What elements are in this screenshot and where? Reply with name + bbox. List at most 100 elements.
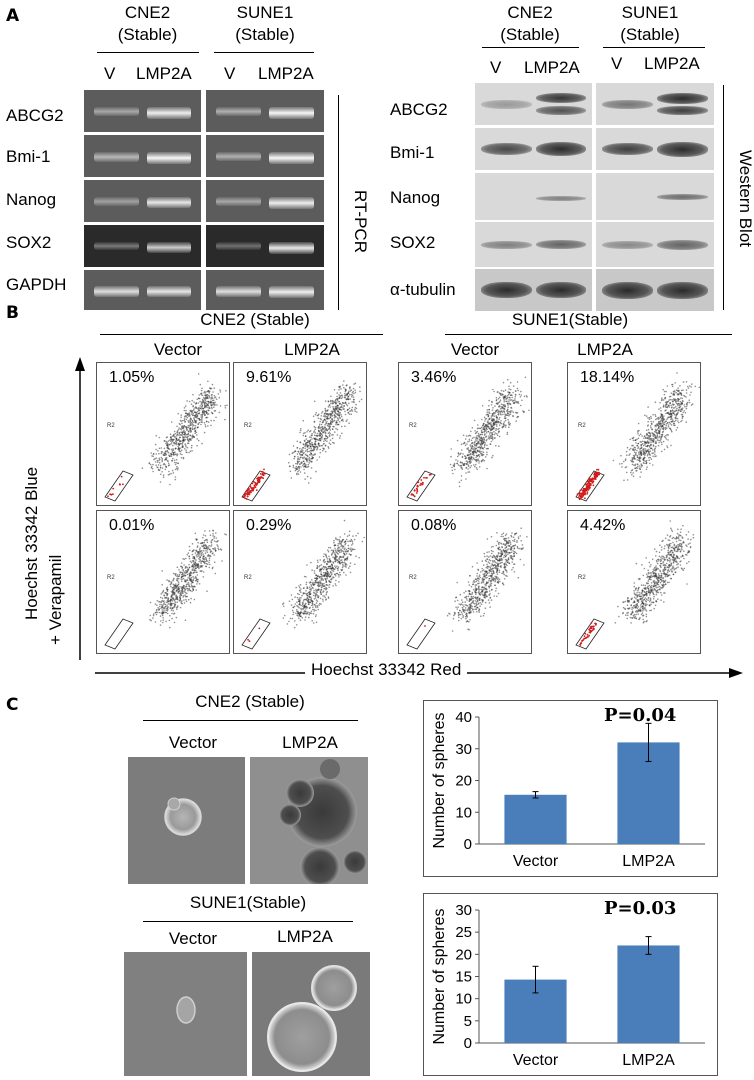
- wb-lane-4: LMP2A: [644, 54, 700, 73]
- wb-lane-3: V: [611, 54, 623, 73]
- rtpcr-gene-gapdh: GAPDH: [6, 275, 67, 294]
- wb-protein-sox2: SOX2: [390, 233, 436, 252]
- y-tick-label: 5: [464, 1013, 472, 1030]
- rtpcr-group-cne2-sub: (Stable): [117, 25, 178, 44]
- wb-blot-abcg2-sune1: [596, 83, 714, 125]
- gel-band: [146, 286, 191, 298]
- rtpcr-lane-1: V: [104, 64, 116, 83]
- flow-percent: 3.46%: [411, 369, 457, 386]
- wb-method-label: Western Blot: [736, 150, 754, 248]
- wb-band: [535, 142, 586, 156]
- wb-group-cne2-sub: (Stable): [500, 25, 560, 44]
- rtpcr-gene-abcg2: ABCG2: [6, 106, 64, 125]
- rtpcr-gel-sox2-cne2: [84, 225, 201, 267]
- flow-col-3: Vector: [450, 340, 500, 359]
- y-tick-label: 0: [464, 1035, 472, 1052]
- flow-plot-r1-c2: 9.61% R2: [233, 362, 367, 506]
- wb-protein-bmi1: Bmi-1: [390, 143, 435, 162]
- gel-band: [269, 286, 314, 298]
- rtpcr-cne2-underline: [97, 52, 199, 53]
- rtpcr-gene-bmi1: Bmi-1: [6, 147, 51, 166]
- wb-band: [535, 282, 586, 298]
- wb-protein-abcg2: ABCG2: [390, 100, 448, 119]
- y-tick-label: 20: [455, 773, 472, 790]
- sphere-image-sune1-vector: [124, 952, 247, 1076]
- sphere-group-cne2: CNE2 (Stable): [195, 692, 305, 711]
- flow-percent: 0.29%: [246, 517, 292, 534]
- wb-bracket-line: [723, 85, 724, 310]
- gel-band: [216, 107, 261, 117]
- bar-chart-sune1: 0 5 10 15 20 25 30 Number of spheres Vector LMP2A…: [423, 893, 718, 1076]
- wb-blot-bmi1-sune1: [596, 128, 714, 170]
- panel-a-letter: A: [6, 6, 20, 26]
- wb-band: [657, 105, 708, 115]
- flow-y-axis-arrow: [75, 357, 85, 660]
- rtpcr-gel-bmi1-sune1: [206, 135, 324, 177]
- flow-gate-label: R2: [107, 575, 115, 581]
- rtpcr-gene-nanog: Nanog: [6, 190, 57, 209]
- wb-band: [481, 99, 532, 109]
- rtpcr-gel-gapdh-cne2: [84, 270, 201, 310]
- flow-col-1: Vector: [153, 340, 203, 359]
- wb-band: [535, 196, 586, 201]
- gel-band: [216, 242, 261, 251]
- chart-cne2-pvalue: P=0.04: [604, 705, 677, 726]
- y-tick-label: 30: [455, 741, 472, 758]
- sphere-group-sune1: SUNE1(Stable): [189, 893, 307, 912]
- wb-group-cne2: CNE2: [507, 3, 553, 22]
- gel-band: [269, 242, 314, 254]
- y-tick-label: 10: [455, 804, 472, 821]
- rtpcr-gel-nanog-cne2: [84, 180, 201, 222]
- x-tick-label: LMP2A: [622, 1052, 675, 1069]
- flow-gate-label: R2: [244, 423, 252, 429]
- x-tick-label: LMP2A: [622, 853, 675, 870]
- y-tick-label: 20: [455, 946, 472, 963]
- wb-cne2-underline: [482, 47, 579, 48]
- bar-vector: [504, 794, 567, 844]
- flow-plot-r1-c3: 3.46% R2: [398, 362, 532, 506]
- gel-band: [94, 197, 139, 206]
- flow-plot-r1-c4: 18.14% R2: [567, 362, 701, 506]
- x-tick-label: Vector: [513, 853, 559, 870]
- sphere-image-cne2-lmp2a: [250, 757, 368, 884]
- rtpcr-gene-sox2: SOX2: [6, 233, 52, 252]
- rtpcr-group-sune1-sub: (Stable): [235, 25, 295, 44]
- y-tick-label: 40: [455, 709, 472, 726]
- sphere-cne2-col-lmp2a: LMP2A: [282, 733, 338, 752]
- wb-protein-nanog: Nanog: [390, 188, 441, 207]
- flow-percent: 9.61%: [246, 369, 292, 386]
- wb-band: [602, 99, 653, 109]
- rtpcr-gel-abcg2-cne2: [84, 90, 201, 132]
- rtpcr-gel-bmi1-cne2: [84, 135, 201, 177]
- flow-plot-r2-c4: 4.42% R2: [567, 510, 701, 654]
- flow-col-2: LMP2A: [284, 340, 340, 359]
- gel-band: [216, 152, 261, 162]
- rtpcr-group-sune1: SUNE1: [236, 3, 294, 22]
- wb-band: [657, 141, 708, 157]
- wb-band: [481, 143, 532, 155]
- gel-band: [94, 152, 139, 162]
- sphere-sune1-underline: [143, 921, 353, 922]
- wb-lane-1: V: [490, 58, 502, 77]
- rtpcr-sune1-underline: [214, 52, 314, 53]
- flow-gate-label: R2: [578, 575, 586, 581]
- sphere-cne2-col-vector: Vector: [168, 733, 218, 752]
- wb-band: [657, 239, 708, 250]
- wb-band: [481, 240, 532, 249]
- wb-band: [657, 193, 708, 200]
- rtpcr-lane-2: LMP2A: [136, 64, 192, 83]
- gel-band: [146, 152, 191, 164]
- wb-band: [535, 105, 586, 115]
- panel-c-letter: C: [6, 695, 19, 715]
- y-axis-label: Number of spheres: [431, 712, 448, 848]
- wb-blot-sox2-cne2: [475, 222, 592, 267]
- y-tick-label: 25: [455, 924, 472, 941]
- sphere-image-cne2-vector: [128, 757, 245, 884]
- gel-band: [146, 197, 191, 209]
- wb-group-sune1-sub: (Stable): [620, 25, 680, 44]
- wb-blot-sox2-sune1: [596, 222, 714, 267]
- gel-band: [146, 242, 191, 253]
- flow-verapamil-label: + Verapamil: [46, 554, 65, 645]
- flow-x-label: Hoechst 33342 Red: [305, 660, 468, 680]
- y-tick-label: 0: [464, 836, 472, 853]
